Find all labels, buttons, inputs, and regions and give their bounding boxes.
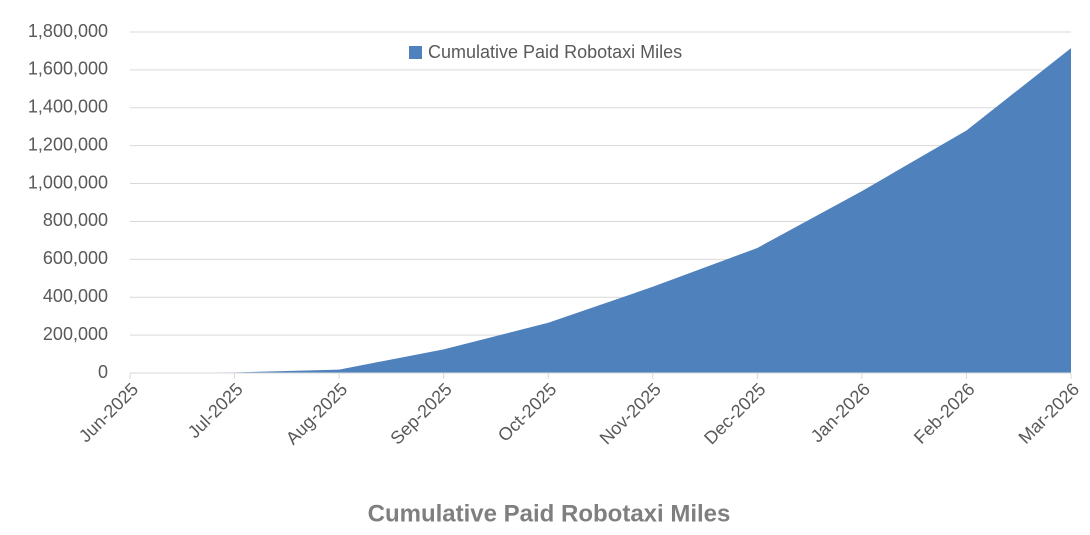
legend-label: Cumulative Paid Robotaxi Miles [428, 42, 682, 62]
y-tick-label: 600,000 [43, 248, 108, 268]
y-tick-label: 200,000 [43, 324, 108, 344]
x-tick-label: Feb-2026 [910, 379, 979, 448]
y-tick-label: 1,600,000 [28, 59, 108, 79]
legend-swatch [409, 46, 422, 59]
x-tick-label: Oct-2025 [494, 379, 561, 446]
y-tick-label: 1,000,000 [28, 172, 108, 192]
x-tick-label: Dec-2025 [700, 379, 769, 448]
y-tick-label: 1,200,000 [28, 134, 108, 154]
x-tick-label: Nov-2025 [596, 379, 665, 448]
chart-title: Cumulative Paid Robotaxi Miles [368, 500, 731, 527]
x-tick-label: Jul-2025 [184, 379, 247, 442]
x-tick-label: Jan-2026 [807, 379, 874, 446]
y-tick-label: 1,800,000 [28, 21, 108, 41]
x-tick-label: Jun-2025 [75, 379, 142, 446]
y-tick-label: 400,000 [43, 286, 108, 306]
y-tick-label: 1,400,000 [28, 97, 108, 117]
y-tick-label: 0 [98, 362, 108, 382]
x-tick-label: Sep-2025 [387, 379, 456, 448]
y-tick-label: 800,000 [43, 210, 108, 230]
x-tick-label: Aug-2025 [282, 379, 351, 448]
area [130, 48, 1071, 373]
x-tick-label: Mar-2026 [1015, 379, 1084, 448]
